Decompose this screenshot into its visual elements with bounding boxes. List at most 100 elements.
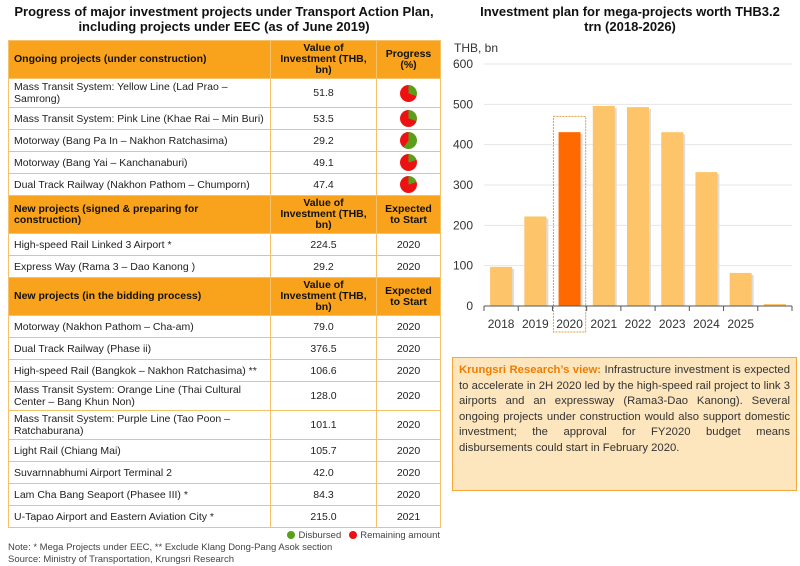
section-header: New projects (in the bidding process)Val… <box>9 278 441 316</box>
investment-value: 79.0 <box>271 316 377 338</box>
project-name: Dual Track Railway (Phase ii) <box>9 338 271 360</box>
project-name: U-Tapao Airport and Eastern Aviation Cit… <box>9 506 271 528</box>
bar-2023 <box>661 132 683 306</box>
start-year: 2020 <box>377 462 441 484</box>
start-year: 2020 <box>377 440 441 462</box>
start-year: 2020 <box>377 411 441 440</box>
investment-value: 101.1 <box>271 411 377 440</box>
progress-pie-icon <box>400 132 417 149</box>
y-tick-label: 300 <box>453 178 473 192</box>
x-tick-label: 2019 <box>522 317 549 331</box>
table-row: High-speed Rail (Bangkok – Nakhon Ratcha… <box>9 360 441 382</box>
y-axis-label: THB, bn <box>454 41 498 55</box>
progress-pie-icon <box>400 110 417 127</box>
project-name: Dual Track Railway (Nakhon Pathom – Chum… <box>9 174 271 196</box>
investment-value: 84.3 <box>271 484 377 506</box>
view-label: Krungsri Research’s view: <box>459 364 601 376</box>
col-value-header: Value of Investment (THB, bn) <box>271 41 377 79</box>
x-tick-label: 2020 <box>556 317 583 331</box>
table-row: Motorway (Bang Yai – Kanchanaburi)49.1 <box>9 152 441 174</box>
view-text: Infrastructure investment is expected to… <box>459 364 790 454</box>
table-title: Progress of major investment projects un… <box>8 4 440 34</box>
progress-cell <box>377 152 441 174</box>
y-tick-label: 600 <box>453 57 473 71</box>
table-row: Mass Transit System: Pink Line (Khae Rai… <box>9 108 441 130</box>
project-name: Light Rail (Chiang Mai) <box>9 440 271 462</box>
col-third-header: Expected to Start <box>377 278 441 316</box>
table-row: U-Tapao Airport and Eastern Aviation Cit… <box>9 506 441 528</box>
bar-2019 <box>524 216 546 306</box>
x-tick-label: 2023 <box>659 317 686 331</box>
project-name: High-speed Rail (Bangkok – Nakhon Ratcha… <box>9 360 271 382</box>
table-row: Motorway (Bang Pa In – Nakhon Ratchasima… <box>9 130 441 152</box>
col-value-header: Value of Investment (THB, bn) <box>271 196 377 234</box>
project-name: Lam Cha Bang Seaport (Phasee III) * <box>9 484 271 506</box>
investment-value: 42.0 <box>271 462 377 484</box>
y-tick-label: 200 <box>453 218 473 232</box>
investment-value: 29.2 <box>271 130 377 152</box>
bar-2025 <box>730 273 752 306</box>
x-tick-label: 2024 <box>693 317 720 331</box>
start-year: 2020 <box>377 256 441 278</box>
table-row: Mass Transit System: Purple Line (Tao Po… <box>9 411 441 440</box>
section-header: Ongoing projects (under construction)Val… <box>9 41 441 79</box>
pie-legend: Disbursed Remaining amount <box>287 530 440 542</box>
project-name: Mass Transit System: Purple Line (Tao Po… <box>9 411 271 440</box>
y-tick-label: 400 <box>453 138 473 152</box>
progress-pie-icon <box>400 154 417 171</box>
green-dot-icon <box>287 531 295 539</box>
bar-2018 <box>490 267 512 306</box>
investment-value: 376.5 <box>271 338 377 360</box>
progress-pie-icon <box>400 85 417 102</box>
y-tick-label: 0 <box>466 299 473 313</box>
project-name: Motorway (Bang Yai – Kanchanaburi) <box>9 152 271 174</box>
progress-pie-icon <box>400 176 417 193</box>
table-row: Dual Track Railway (Nakhon Pathom – Chum… <box>9 174 441 196</box>
section-header: New projects (signed & preparing for con… <box>9 196 441 234</box>
table-row: Mass Transit System: Orange Line (Thai C… <box>9 382 441 411</box>
project-name: Suvarnnabhumi Airport Terminal 2 <box>9 462 271 484</box>
bar-2024 <box>695 172 717 306</box>
investment-value: 47.4 <box>271 174 377 196</box>
section-title: Ongoing projects (under construction) <box>9 41 271 79</box>
investment-value: 53.5 <box>271 108 377 130</box>
x-tick-label: 2025 <box>727 317 754 331</box>
start-year: 2020 <box>377 316 441 338</box>
investment-value: 215.0 <box>271 506 377 528</box>
progress-cell <box>377 130 441 152</box>
project-name: Mass Transit System: Yellow Line (Lad Pr… <box>9 79 271 108</box>
project-name: Motorway (Nakhon Pathom – Cha-am) <box>9 316 271 338</box>
y-tick-label: 500 <box>453 97 473 111</box>
section-title: New projects (in the bidding process) <box>9 278 271 316</box>
start-year: 2020 <box>377 360 441 382</box>
note: Note: * Mega Projects under EEC, ** Excl… <box>8 542 440 554</box>
project-name: Mass Transit System: Orange Line (Thai C… <box>9 382 271 411</box>
section-title: New projects (signed & preparing for con… <box>9 196 271 234</box>
start-year: 2020 <box>377 484 441 506</box>
start-year: 2021 <box>377 506 441 528</box>
x-tick-label: 2022 <box>625 317 652 331</box>
project-name: Motorway (Bang Pa In – Nakhon Ratchasima… <box>9 130 271 152</box>
investment-value: 105.7 <box>271 440 377 462</box>
source: Source: Ministry of Transportation, Krun… <box>8 554 440 566</box>
x-tick-label: 2021 <box>590 317 617 331</box>
investment-value: 224.5 <box>271 234 377 256</box>
progress-cell <box>377 108 441 130</box>
start-year: 2020 <box>377 338 441 360</box>
bar-2020 <box>559 132 581 306</box>
projects-table: Ongoing projects (under construction)Val… <box>8 40 441 528</box>
col-value-header: Value of Investment (THB, bn) <box>271 278 377 316</box>
start-year: 2020 <box>377 382 441 411</box>
progress-cell <box>377 79 441 108</box>
investment-value: 51.8 <box>271 79 377 108</box>
investment-value: 106.6 <box>271 360 377 382</box>
project-name: Mass Transit System: Pink Line (Khae Rai… <box>9 108 271 130</box>
investment-value: 29.2 <box>271 256 377 278</box>
col-third-header: Progress (%) <box>377 41 441 79</box>
